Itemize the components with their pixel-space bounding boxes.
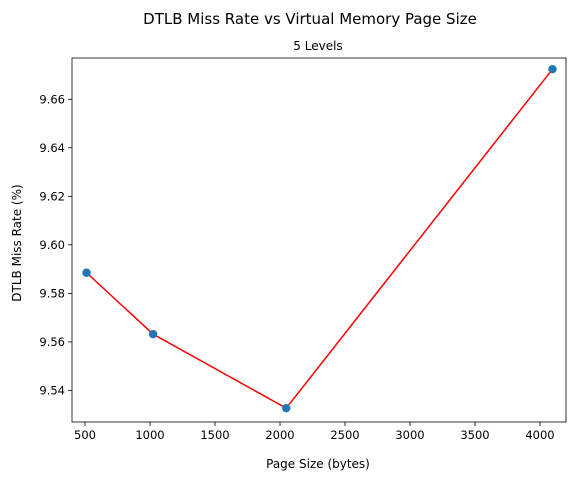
x-tick-label: 500 [74,428,96,442]
plot-frame [71,57,567,423]
x-tick-label: 4000 [525,428,554,442]
data-point [82,268,91,277]
x-tick-label: 1500 [200,428,229,442]
y-tick-label: 9.54 [39,383,65,397]
x-axis-label: Page Size (bytes) [266,457,370,471]
data-point [282,403,291,413]
y-tick-label: 9.56 [39,335,65,349]
y-axis-label: DTLB Miss Rate (%) [10,184,24,301]
y-tick-label: 9.64 [39,141,65,155]
chart-subtitle: 5 Levels [293,39,342,53]
data-point [548,64,557,74]
y-tick-label: 9.62 [39,189,65,203]
y-tick-label: 9.58 [39,286,65,300]
x-tick-label: 2500 [330,428,359,442]
x-tick-label: 1000 [135,428,164,442]
chart-title: DTLB Miss Rate vs Virtual Memory Page Si… [143,10,477,28]
y-tick-label: 9.60 [39,238,65,252]
x-tick-label: 3500 [460,428,489,442]
x-tick-label: 3000 [395,428,424,442]
series-line [86,68,554,410]
x-tick-label: 2000 [265,428,294,442]
y-tick-label: 9.66 [39,92,65,106]
plot-area: 500 1000 1500 2000 2500 3000 3500 4000 9.54 9.56 9… [39,57,567,442]
data-point [148,329,158,339]
